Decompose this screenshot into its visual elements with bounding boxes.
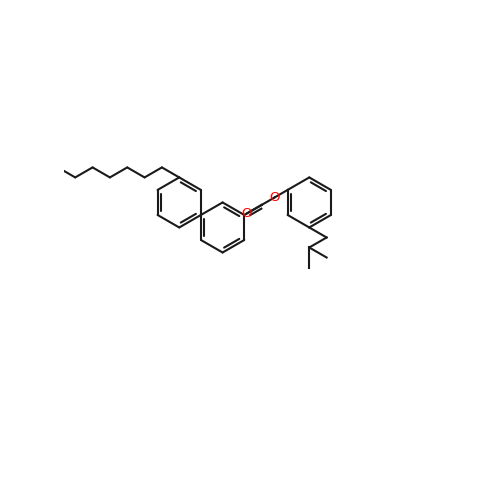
Text: O: O [270, 191, 280, 204]
Text: O: O [242, 207, 252, 220]
